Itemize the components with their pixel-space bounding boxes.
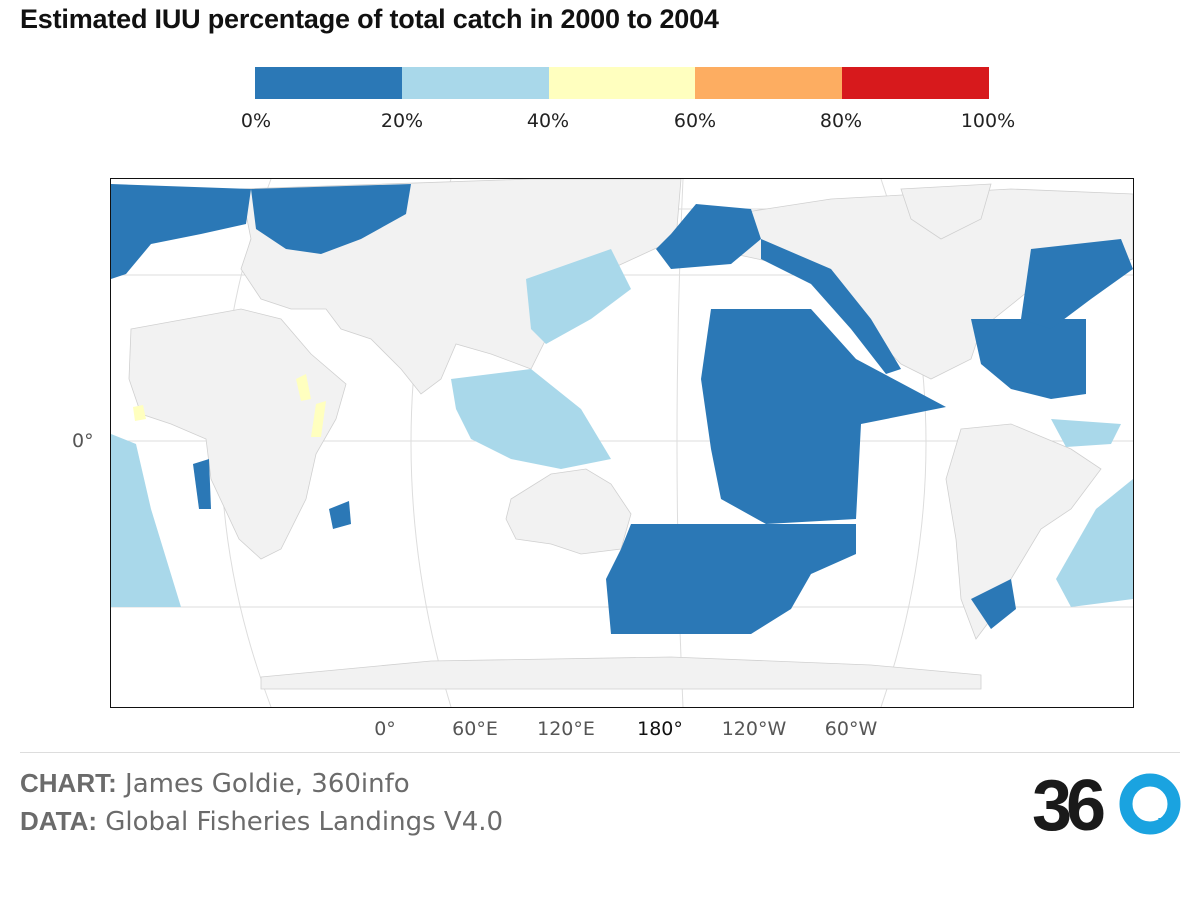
zone-central-pacific xyxy=(701,309,946,524)
zone-madagascar xyxy=(329,501,351,529)
legend-label: 80% xyxy=(819,110,863,132)
360info-logo: 36 xyxy=(1032,768,1181,838)
legend-label: 60% xyxy=(673,110,717,132)
zone-somalia-spot xyxy=(311,401,326,437)
longitude-label: 0° xyxy=(374,718,396,740)
zone-barents-sea xyxy=(251,184,411,254)
data-credit-text: Global Fisheries Landings V4.0 xyxy=(97,807,504,837)
data-credit-prefix: DATA: xyxy=(20,806,98,836)
legend-swatch-40-60 xyxy=(548,67,696,99)
legend-label: 100% xyxy=(960,110,1016,132)
zone-southeast-atlantic xyxy=(111,434,181,607)
logo-text: 36 xyxy=(1032,768,1104,838)
world-map xyxy=(110,178,1134,708)
zone-patagonia-shelf xyxy=(971,579,1016,629)
legend-label: 0% xyxy=(240,110,272,132)
latitude-label-equator: 0° xyxy=(72,430,94,452)
logo-arrow-icon xyxy=(1158,818,1174,830)
iuu-zones-20-40 xyxy=(111,249,1133,607)
longitude-label: 60°E xyxy=(452,718,498,740)
land-africa xyxy=(128,308,347,560)
zone-west-atlantic-tropics xyxy=(1051,419,1121,447)
legend-swatch-60-80 xyxy=(695,67,843,99)
data-credit: DATA: Global Fisheries Landings V4.0 xyxy=(20,806,503,837)
longitude-label: 60°W xyxy=(824,718,878,740)
zone-alaska-coast xyxy=(761,239,901,374)
legend-labels: 0% 20% 40% 60% 80% 100% xyxy=(0,110,1200,136)
chart-credit-text: James Goldie, 360info xyxy=(116,769,410,799)
zone-west-africa-spot xyxy=(133,405,146,421)
zone-bering-sea xyxy=(656,204,761,269)
zone-indonesia-seas xyxy=(451,369,611,469)
longitude-label: 120°W xyxy=(721,718,787,740)
land-australia xyxy=(505,468,632,555)
zone-north-atlantic xyxy=(111,184,251,279)
land-antarctica xyxy=(260,656,982,690)
zone-east-canada-coast xyxy=(1021,239,1133,329)
zone-benguela xyxy=(193,459,211,509)
legend-label: 20% xyxy=(380,110,424,132)
chart-credit: CHART: James Goldie, 360info xyxy=(20,768,410,799)
chart-title: Estimated IUU percentage of total catch … xyxy=(20,4,719,34)
zone-southwest-atlantic xyxy=(1056,479,1133,607)
legend-label: 40% xyxy=(526,110,570,132)
color-legend xyxy=(255,67,989,99)
legend-swatch-0-20 xyxy=(255,67,402,99)
map-svg xyxy=(111,179,1133,707)
zone-red-sea-spot xyxy=(296,374,311,401)
zone-northwest-atlantic xyxy=(971,319,1086,399)
chart-credit-prefix: CHART: xyxy=(20,768,117,798)
land-greenland xyxy=(900,183,992,240)
footer-divider xyxy=(20,752,1180,753)
iuu-zones-0-20 xyxy=(111,184,1133,634)
zone-northwest-pacific xyxy=(526,249,631,344)
legend-swatch-20-40 xyxy=(401,67,549,99)
longitude-label: 120°E xyxy=(537,718,595,740)
legend-swatch-80-100 xyxy=(842,67,989,99)
zone-south-pacific xyxy=(606,524,856,634)
iuu-zones-40-60 xyxy=(133,374,326,437)
logo-ring-icon xyxy=(1119,773,1181,835)
longitude-label: 180° xyxy=(637,718,683,740)
